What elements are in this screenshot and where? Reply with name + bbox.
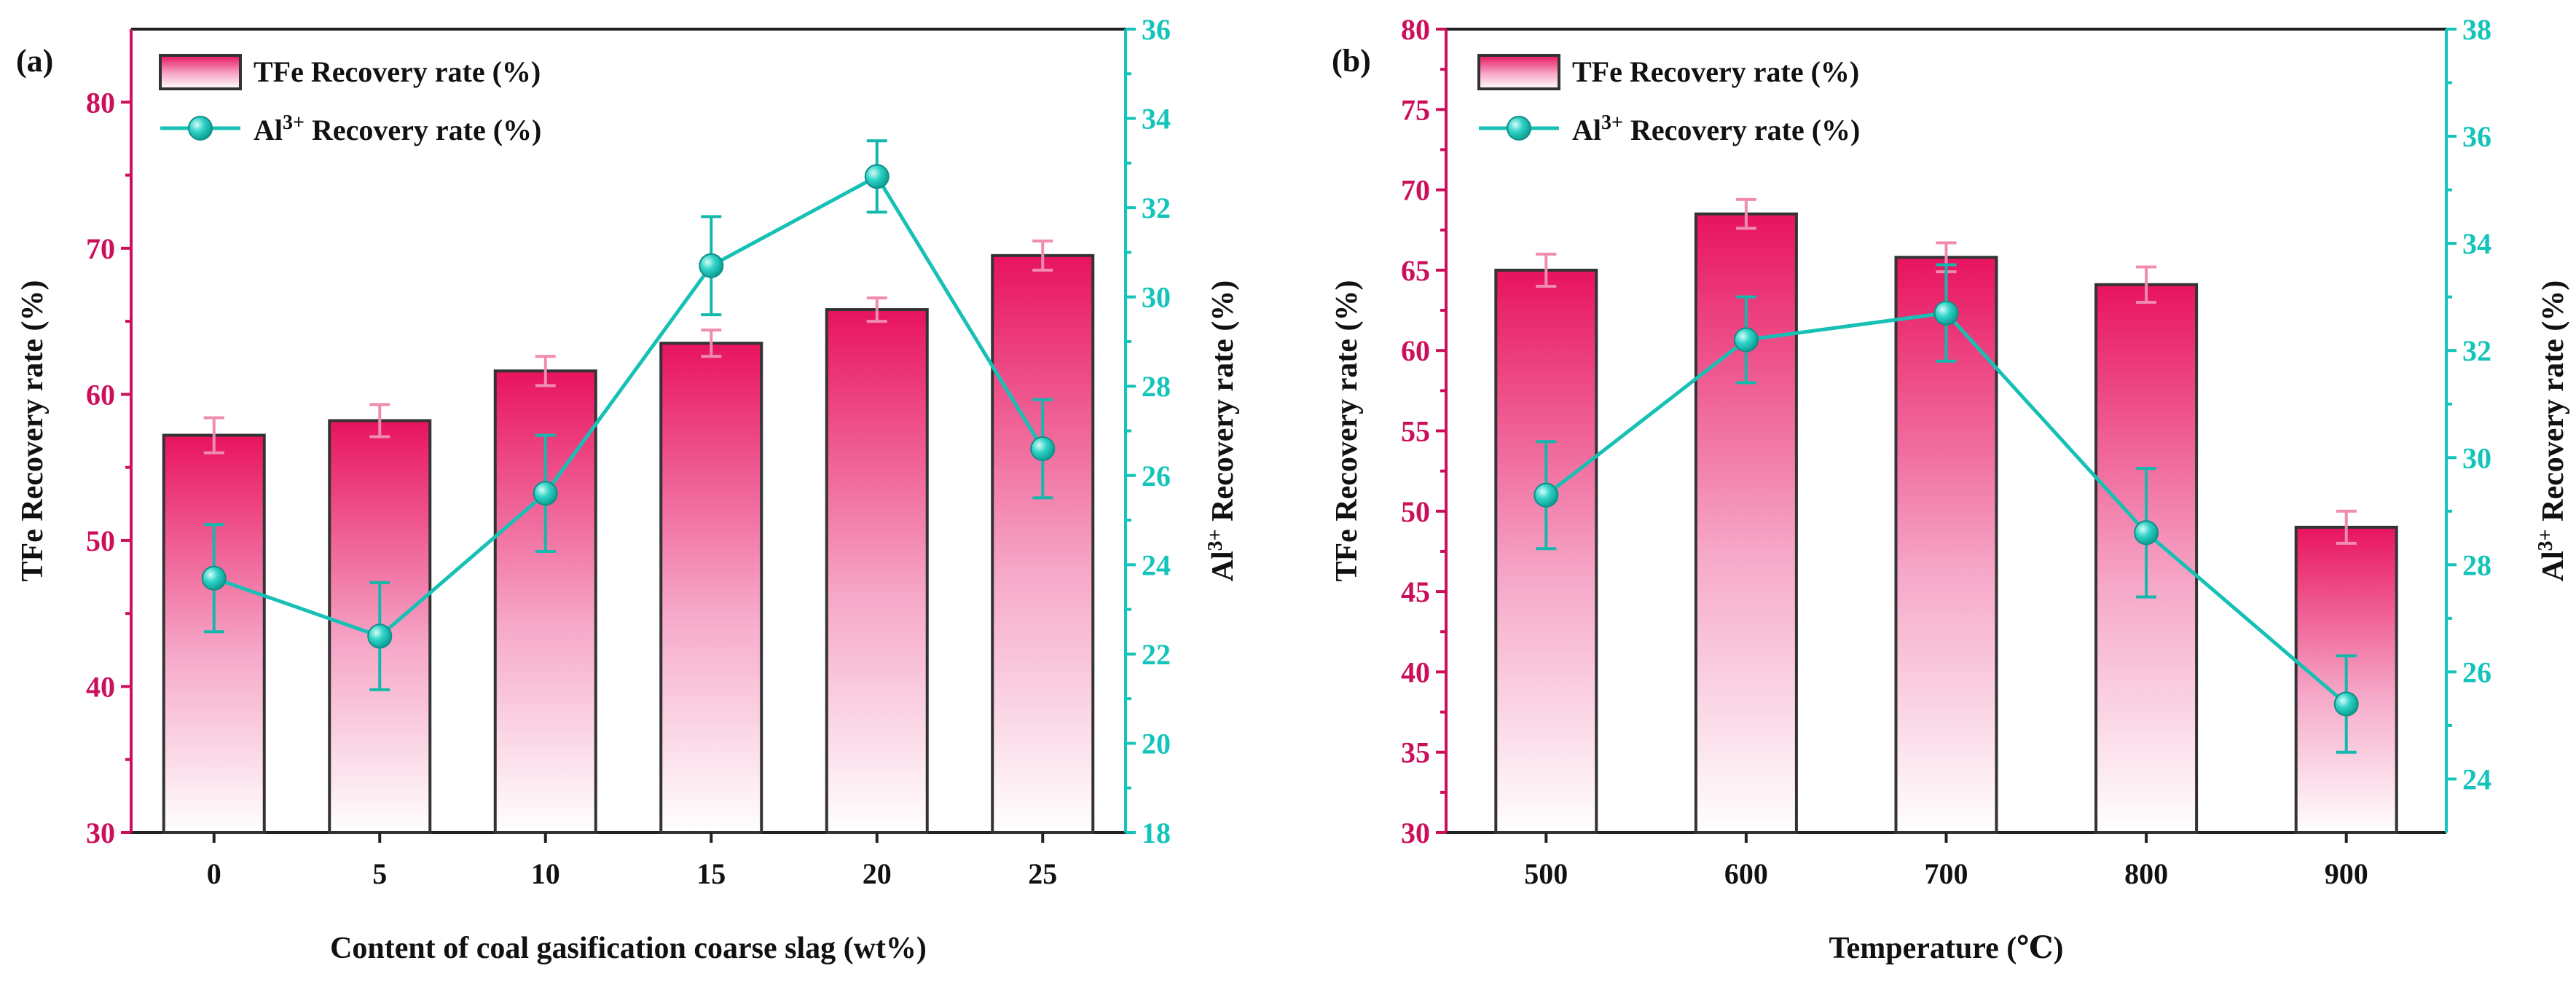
right-y-tick-label: 34 <box>2462 227 2491 260</box>
bar-0 <box>162 433 266 834</box>
right-y-tick-label: 32 <box>2462 334 2491 367</box>
al-point-20 <box>864 164 890 189</box>
right-y-tick-label: 36 <box>2462 120 2491 153</box>
al-recovery-line <box>213 173 1045 639</box>
left-y-tick-label: 60 <box>86 378 115 411</box>
left-y-tick-label: 35 <box>1401 736 1430 769</box>
x-tick-label: 500 <box>1524 857 1568 890</box>
legend-line-label: Al3+ Recovery rate (%) <box>1572 111 1860 146</box>
x-tick-label: 20 <box>863 857 892 890</box>
legend: TFe Recovery rate (%) Al3+ Recovery rate … <box>159 54 541 146</box>
x-tick-label: 0 <box>207 857 221 890</box>
legend-bar-swatch <box>159 54 242 90</box>
right-y-tick-label: 24 <box>2462 763 2491 795</box>
x-tick-label: 600 <box>1724 857 1768 890</box>
chart-panel-a: 30 40 50 60 70 80 18 20 22 24 26 28 30 32 34 36 0 5 10 15 20… <box>16 13 1240 965</box>
left-y-tick-label: 70 <box>1401 174 1430 207</box>
right-y-tick-label: 38 <box>2462 13 2491 46</box>
al-point-700 <box>1933 300 1959 326</box>
legend-bar-label: TFe Recovery rate (%) <box>254 55 541 88</box>
x-tick-label: 5 <box>372 857 387 890</box>
x-tick-label: 800 <box>2124 857 2168 890</box>
right-y-axis-title: Al3+ Recovery rate (%) <box>2534 280 2570 582</box>
left-y-axis-title: TFe Recovery rate (%) <box>16 280 50 582</box>
left-y-tick-label: 40 <box>86 670 115 703</box>
al-point-5 <box>367 624 393 649</box>
al-point-0 <box>201 565 227 591</box>
left-y-tick-label: 75 <box>1401 93 1430 126</box>
left-y-tick-label: 55 <box>1401 415 1430 448</box>
legend-bar-label: TFe Recovery rate (%) <box>1572 55 1859 88</box>
left-y-tick-label: 80 <box>1401 13 1430 46</box>
al-point-15 <box>699 253 724 278</box>
right-y-axis-title: Al3+ Recovery rate (%) <box>1204 280 1240 582</box>
bar-500 <box>1494 268 1598 834</box>
right-y-tick-label: 18 <box>1142 817 1171 849</box>
right-y-tick-label: 30 <box>1142 281 1171 314</box>
bar-25 <box>991 253 1095 834</box>
right-y-tick-label: 28 <box>1142 370 1171 403</box>
x-axis-title: Temperature (℃) <box>1829 932 2063 965</box>
legend: TFe Recovery rate (%) Al3+ Recovery rate … <box>1477 54 1860 146</box>
left-y-axis-title: TFe Recovery rate (%) <box>1330 280 1364 582</box>
right-y-tick-label: 36 <box>1142 13 1171 46</box>
right-y-tick-label: 30 <box>2462 441 2491 474</box>
left-y-tick-label: 80 <box>86 86 115 119</box>
al-point-800 <box>2134 520 2159 546</box>
right-y-tick-label: 28 <box>2462 548 2491 581</box>
left-y-tick-label: 45 <box>1401 575 1430 608</box>
x-tick-label: 25 <box>1028 857 1057 890</box>
al-point-600 <box>1733 327 1759 353</box>
legend-bar-swatch <box>1477 54 1560 90</box>
left-y-tick-label: 30 <box>86 817 115 849</box>
al-point-900 <box>2333 691 2359 717</box>
legend-line-marker <box>1507 116 1531 141</box>
right-y-tick-label: 26 <box>2462 656 2491 688</box>
panel-label: (b) <box>1332 43 1371 79</box>
left-y-tick-label: 70 <box>86 232 115 265</box>
x-tick-label: 10 <box>531 857 560 890</box>
left-y-tick-label: 60 <box>1401 334 1430 367</box>
chart-panel-b: 30 35 40 45 50 55 60 65 70 75 80 24 26 28 30 32 34 36 38 50… <box>1330 13 2570 965</box>
left-y-tick-label: 65 <box>1401 254 1430 287</box>
al-point-500 <box>1534 482 1559 508</box>
al-point-25 <box>1030 436 1056 462</box>
right-y-tick-label: 32 <box>1142 192 1171 224</box>
x-axis-title: Content of coal gasification coarse slag… <box>330 932 927 965</box>
right-y-tick-label: 34 <box>1142 103 1171 135</box>
al-point-10 <box>533 481 558 506</box>
right-y-tick-label: 22 <box>1142 638 1171 671</box>
left-y-tick-label: 50 <box>1401 495 1430 528</box>
legend-line-marker <box>188 116 213 141</box>
right-y-tick-label: 26 <box>1142 460 1171 492</box>
left-y-tick-label: 40 <box>1401 656 1430 688</box>
left-y-tick-label: 30 <box>1401 817 1430 849</box>
left-y-tick-label: 50 <box>86 524 115 557</box>
legend-line-label: Al3+ Recovery rate (%) <box>254 111 541 146</box>
x-tick-label: 700 <box>1925 857 1968 890</box>
right-y-tick-label: 24 <box>1142 548 1171 581</box>
x-tick-label: 900 <box>2325 857 2368 890</box>
bar-20 <box>825 308 929 834</box>
bar-15 <box>659 342 763 834</box>
panel-label: (a) <box>16 43 53 79</box>
right-y-tick-label: 20 <box>1142 727 1171 760</box>
x-tick-label: 15 <box>696 857 726 890</box>
